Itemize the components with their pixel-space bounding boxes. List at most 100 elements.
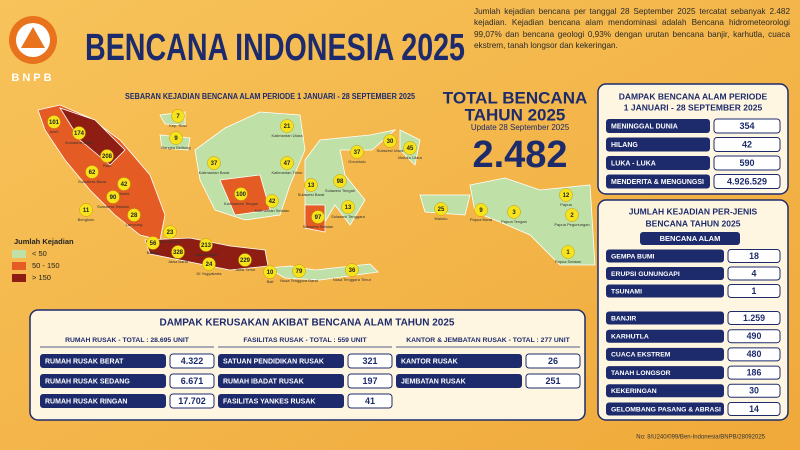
row-label: FASILITAS YANKES RUSAK	[223, 398, 315, 405]
province-marker	[100, 149, 114, 163]
province-count: 37	[354, 150, 361, 156]
row-label-box	[606, 311, 724, 325]
row-label-box	[606, 402, 724, 416]
row-label-box	[40, 354, 166, 368]
province-name: Riau	[103, 163, 111, 168]
group-heading: RUMAH RUSAK - TOTAL : 28.695 UNIT	[65, 337, 190, 344]
row-label: KARHUTLA	[611, 333, 649, 340]
province-name: Jawa Tengah	[194, 252, 218, 257]
row-value-box	[713, 137, 781, 152]
province-name: Bangka Belitung	[161, 145, 190, 150]
row-value: 4.926.529	[727, 176, 767, 186]
row-value: 590	[739, 158, 754, 168]
province-marker	[146, 236, 160, 250]
row-value: 14	[749, 404, 759, 414]
legend-item: > 150	[32, 273, 51, 282]
row-value-box	[727, 311, 781, 325]
logo	[9, 16, 57, 64]
province-name: Maluku Utara	[398, 155, 423, 160]
province-name: Jambi	[119, 191, 130, 196]
row-label-box	[606, 137, 710, 152]
province-count: 13	[345, 205, 352, 211]
province-name: Banten	[147, 250, 160, 255]
province-marker	[311, 210, 325, 224]
legend-swatches	[12, 250, 26, 282]
map-title: SEBARAN KEJADIAN BENCANA ALAM PERIODE 1 …	[125, 92, 415, 101]
province-marker	[127, 208, 141, 222]
province-name: Sulawesi Tenggara	[331, 214, 366, 219]
province-name: Aceh	[49, 129, 58, 134]
row-label: CUACA EKSTREM	[611, 352, 671, 359]
row-value-box	[525, 353, 581, 369]
province-count: 47	[284, 161, 291, 167]
row-value-box	[169, 393, 215, 409]
province-marker	[265, 194, 279, 208]
province-marker	[350, 145, 364, 159]
legend-item: < 50	[32, 249, 47, 258]
province-marker	[341, 200, 355, 214]
province-marker	[383, 134, 397, 148]
province-count: 13	[308, 183, 315, 189]
province-marker	[234, 187, 248, 201]
province-name: Jawa Barat	[168, 259, 189, 264]
group-heading: FASILITAS RUSAK - TOTAL : 559 UNIT	[243, 337, 367, 344]
row-label-box	[606, 267, 724, 280]
row-value: 30	[749, 386, 759, 396]
row-label: RUMAH RUSAK SEDANG	[45, 378, 130, 385]
province-count: 3	[512, 210, 516, 216]
row-label: GELOMBANG PASANG & ABRASI	[611, 406, 721, 413]
row-label: BANJIR	[611, 315, 636, 322]
province-count: 21	[284, 124, 291, 130]
province-count: 10	[267, 270, 274, 276]
province-name: Sulawesi Utara	[377, 148, 405, 153]
province-name: Sulawesi Barat	[298, 192, 326, 197]
row-value: 251	[545, 376, 560, 386]
province-name: Papua Pegunungan	[554, 222, 589, 227]
row-value-box	[727, 249, 781, 263]
province-name: Lampung	[126, 222, 143, 227]
province-marker	[238, 253, 252, 267]
province-count: 79	[296, 269, 303, 275]
province-name: Sumatera Selatan	[97, 204, 129, 209]
row-label: RUMAH RUSAK BERAT	[45, 358, 124, 365]
province-marker	[333, 174, 347, 188]
province-count: 56	[150, 241, 157, 247]
province-marker	[171, 109, 185, 123]
row-label-box	[606, 284, 724, 298]
province-marker	[565, 208, 579, 222]
province-marker	[507, 205, 521, 219]
province-name: Sulawesi Selatan	[303, 224, 334, 229]
damage-title: DAMPAK KERUSAKAN AKIBAT BENCANA ALAM TAH…	[159, 318, 454, 329]
province-name: Nusa Tenggara Barat	[280, 278, 319, 283]
province-count: 328	[173, 250, 184, 256]
province-marker	[304, 178, 318, 192]
row-value: 6.671	[181, 376, 204, 386]
province-count: 36	[349, 268, 356, 274]
row-value-box	[347, 393, 393, 409]
province-count: 42	[269, 199, 276, 205]
row-label-box	[218, 374, 344, 388]
row-value: 480	[747, 349, 762, 359]
types-section: BENCANA ALAM	[660, 234, 721, 243]
province-count: 97	[315, 215, 322, 221]
row-label-box	[606, 384, 724, 398]
row-label-box	[606, 174, 710, 189]
province-marker	[47, 115, 61, 129]
province-count: 30	[387, 139, 394, 145]
province-marker	[559, 188, 573, 202]
total-update: Update 28 September 2025	[471, 123, 570, 132]
province-name: Sumatera Barat	[78, 179, 107, 184]
row-label-box	[396, 374, 522, 388]
row-value-box	[713, 174, 781, 189]
row-label-box	[606, 366, 724, 380]
row-value: 4.322	[181, 356, 204, 366]
province-marker	[263, 265, 277, 279]
province-marker	[199, 238, 213, 252]
province-count: 174	[74, 131, 85, 137]
province-name: Papua Tengah	[501, 219, 527, 224]
row-value-box	[727, 383, 781, 398]
row-label: RUMAH IBADAT RUSAK	[223, 378, 304, 385]
row-label: MENDERITA & MENGUNGSI	[611, 179, 704, 186]
